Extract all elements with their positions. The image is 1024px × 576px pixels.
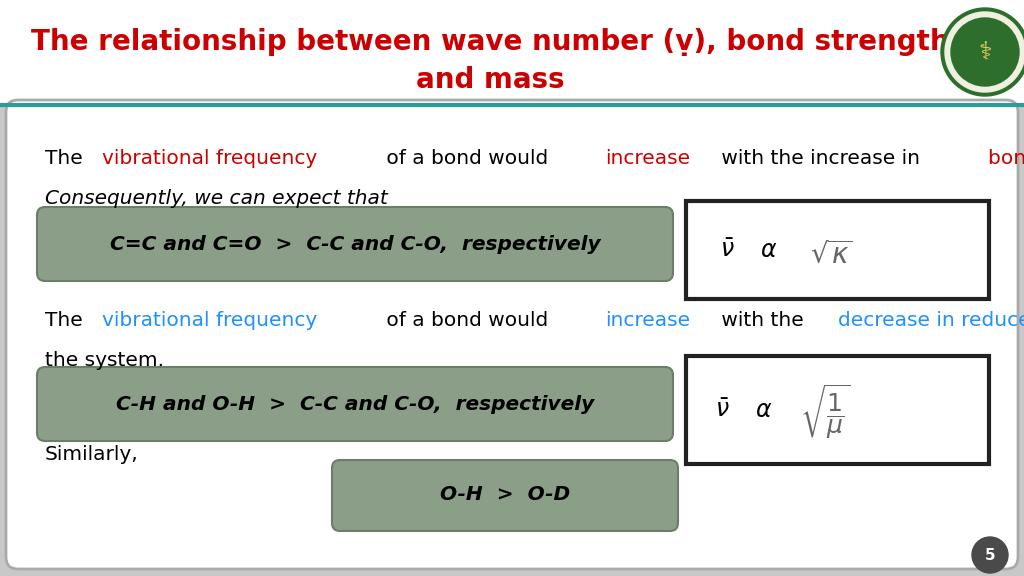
- Text: $\bar{\nu}$: $\bar{\nu}$: [720, 238, 734, 262]
- FancyBboxPatch shape: [0, 0, 1024, 105]
- Text: The: The: [45, 310, 89, 329]
- Text: vibrational frequency: vibrational frequency: [102, 310, 317, 329]
- Text: The relationship between wave number (ṿ), bond strength: The relationship between wave number (ṿ)…: [31, 28, 949, 56]
- Text: Consequently, we can expect that: Consequently, we can expect that: [45, 188, 388, 207]
- Circle shape: [941, 8, 1024, 96]
- Text: O-H  >  O-D: O-H > O-D: [440, 486, 570, 505]
- Text: $\bar{\nu}$: $\bar{\nu}$: [715, 398, 730, 422]
- Text: C-H and O-H  >  C-C and C-O,  respectively: C-H and O-H > C-C and C-O, respectively: [116, 395, 594, 414]
- Text: with the increase in: with the increase in: [715, 149, 927, 168]
- Text: Similarly,: Similarly,: [45, 445, 138, 464]
- Circle shape: [972, 537, 1008, 573]
- Text: of a bond would: of a bond would: [380, 149, 554, 168]
- Text: decrease in reduced mass: decrease in reduced mass: [838, 310, 1024, 329]
- FancyBboxPatch shape: [37, 367, 673, 441]
- Circle shape: [951, 18, 1019, 86]
- FancyBboxPatch shape: [686, 201, 989, 299]
- FancyBboxPatch shape: [332, 460, 678, 531]
- Text: increase: increase: [605, 149, 690, 168]
- Text: C=C and C=O  >  C-C and C-O,  respectively: C=C and C=O > C-C and C-O, respectively: [110, 234, 600, 253]
- Text: with the: with the: [715, 310, 810, 329]
- Text: $\sqrt{\dfrac{1}{\mu}}$: $\sqrt{\dfrac{1}{\mu}}$: [800, 383, 851, 441]
- Text: $\alpha$: $\alpha$: [760, 238, 777, 262]
- Text: increase: increase: [605, 310, 690, 329]
- Text: vibrational frequency: vibrational frequency: [102, 149, 317, 168]
- Text: ⚕: ⚕: [978, 40, 992, 64]
- Text: $\sqrt{\kappa}$: $\sqrt{\kappa}$: [810, 241, 853, 269]
- Text: $\alpha$: $\alpha$: [755, 398, 772, 422]
- Text: The: The: [45, 149, 89, 168]
- Text: the system.: the system.: [45, 351, 164, 369]
- Text: of a bond would: of a bond would: [380, 310, 554, 329]
- FancyBboxPatch shape: [37, 207, 673, 281]
- Text: 5: 5: [985, 548, 995, 563]
- FancyBboxPatch shape: [6, 100, 1018, 569]
- Circle shape: [945, 12, 1024, 92]
- Text: and mass: and mass: [416, 66, 564, 94]
- Text: bond strength: bond strength: [987, 149, 1024, 168]
- FancyBboxPatch shape: [686, 356, 989, 464]
